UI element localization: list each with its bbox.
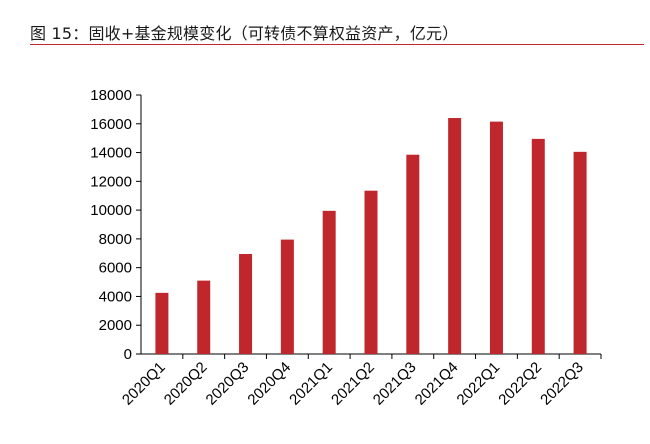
y-tick-label: 14000 [90,145,132,162]
y-tick-label: 12000 [90,173,132,190]
y-tick-label: 0 [124,346,132,363]
bar [448,118,462,355]
bar [155,292,169,354]
bar [280,239,294,354]
bar [322,210,336,354]
bar [489,121,503,354]
bar [531,138,545,354]
x-tick-label: 2020Q1 [119,359,169,409]
x-tick-label: 2022Q3 [537,359,587,409]
y-tick-label: 18000 [90,87,132,104]
bar [197,280,211,354]
x-tick-label: 2021Q1 [286,359,336,409]
bar [239,253,253,354]
x-tick-label: 2020Q3 [203,359,253,409]
x-tick-label: 2022Q2 [495,359,545,409]
y-tick-label: 10000 [90,202,132,219]
x-tick-label: 2020Q4 [244,359,294,409]
figure-title: 图 15：固收+基金规模变化（可转债不算权益资产，亿元） [30,24,459,43]
y-tick-label: 4000 [99,288,132,305]
bar [406,154,420,354]
x-tick-label: 2021Q3 [370,359,420,409]
y-tick-label: 2000 [99,317,132,334]
x-tick-label: 2021Q2 [328,359,378,409]
y-tick-label: 6000 [99,260,132,277]
x-tick-label: 2022Q1 [454,359,504,409]
y-tick-label: 8000 [99,231,132,248]
y-tick-label: 16000 [90,116,132,133]
bar [364,190,378,354]
title-divider [30,44,644,45]
x-tick-label: 2020Q2 [161,359,211,409]
bar [573,151,587,354]
x-tick-label: 2021Q4 [412,359,462,409]
